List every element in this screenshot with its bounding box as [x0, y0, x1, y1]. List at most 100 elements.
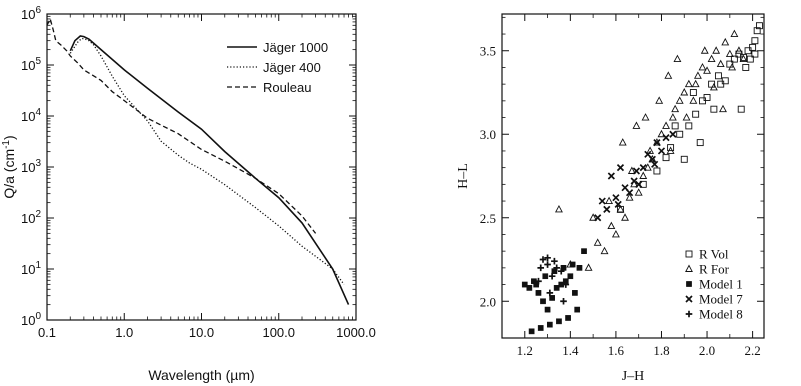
data-point [537, 264, 545, 272]
scatter-series-1 [617, 22, 763, 213]
legend-marker-1 [685, 250, 693, 258]
right-x-tick-label: 1.8 [653, 343, 669, 358]
right-ticks: 1.2 1.4 1.6 1.8 2.0 2.2 2.0 2.5 3.0 3.5 [480, 14, 764, 358]
series-line-2 [69, 37, 345, 285]
data-point [714, 72, 722, 80]
data-point [671, 104, 680, 113]
data-point [535, 290, 542, 296]
data-point [667, 144, 675, 152]
data-point [600, 246, 609, 255]
data-point [669, 130, 677, 138]
x-tick-label: 1000.0 [336, 325, 376, 340]
data-point [542, 273, 549, 280]
left-legend: Jäger 1000 Jäger 400 Rouleau [227, 40, 328, 95]
data-point [653, 167, 661, 175]
data-point [716, 59, 725, 68]
legend-marker-3 [686, 281, 692, 287]
data-point [537, 325, 544, 331]
right-series-group [521, 22, 763, 335]
legend-label-2: Jäger 400 [263, 60, 321, 75]
data-point [611, 229, 620, 238]
left-series-group [46, 17, 350, 305]
x-axis-label: Wavelength (µm) [148, 367, 254, 383]
data-point [751, 50, 759, 58]
right-x-tick-label: 2.2 [744, 343, 760, 358]
data-point [719, 104, 727, 113]
data-point [668, 113, 677, 121]
data-point [717, 80, 725, 88]
data-point [740, 53, 747, 61]
data-point [598, 197, 606, 205]
data-point [625, 193, 634, 201]
y-tick-label: 102 [21, 209, 41, 226]
data-point [639, 164, 647, 172]
data-point [576, 265, 583, 271]
data-point [685, 122, 693, 130]
data-point [562, 281, 570, 288]
data-point [616, 204, 625, 213]
data-point [639, 171, 648, 179]
data-point [712, 46, 721, 54]
x-tick-label: 10.0 [189, 325, 214, 340]
data-point [680, 155, 688, 163]
right-legend-label-5: Model 8 [699, 307, 743, 322]
series-line-3 [46, 17, 317, 234]
wavelength-chart: 0.1 1.0 10.0 100.0 1000.0 100 101 102 103 104 105 1… [1, 5, 376, 383]
data-point [627, 166, 636, 174]
data-point [594, 214, 602, 222]
data-point [710, 105, 718, 113]
right-y-tick-label: 3.0 [480, 127, 496, 142]
data-point [749, 43, 757, 51]
data-point [614, 200, 622, 208]
data-point [703, 66, 711, 74]
data-point [569, 261, 576, 268]
data-point [548, 272, 556, 280]
scatter-series-5 [535, 254, 570, 305]
x-tick-label: 0.1 [38, 325, 56, 340]
data-point [546, 321, 553, 328]
y-tick-label: 104 [21, 107, 41, 124]
data-point [632, 167, 641, 175]
legend-marker-2 [685, 264, 693, 272]
data-point [671, 122, 679, 130]
data-point [673, 54, 682, 63]
data-point [544, 306, 551, 313]
data-point [689, 96, 698, 104]
legend-label-1: Jäger 1000 [263, 40, 328, 55]
data-point [521, 281, 528, 288]
data-point [662, 121, 670, 129]
data-point [574, 306, 581, 313]
data-point [544, 254, 551, 262]
data-point [662, 133, 670, 142]
data-point [540, 298, 546, 305]
y-tick-label: 101 [21, 260, 41, 277]
data-point [635, 180, 643, 188]
data-point [565, 315, 571, 321]
data-point [721, 37, 730, 46]
data-point [544, 261, 551, 268]
data-point [634, 188, 643, 196]
data-point [616, 164, 625, 172]
data-point [560, 297, 567, 305]
data-point [556, 318, 562, 325]
data-point [676, 130, 684, 138]
x-tick-label: 100.0 [262, 325, 295, 340]
y-tick-label: 106 [21, 5, 41, 22]
data-point [726, 60, 734, 68]
right-legend-label-1: R Vol [699, 247, 729, 262]
data-point [632, 121, 641, 129]
data-point [734, 46, 743, 54]
right-x-tick-label: 1.2 [517, 343, 533, 358]
right-y-tick-label: 2.5 [480, 211, 496, 226]
data-point [641, 113, 650, 121]
scatter-series-2 [555, 29, 748, 271]
data-point [691, 79, 700, 88]
data-point [728, 62, 737, 71]
data-point [655, 96, 664, 104]
data-point [593, 238, 602, 246]
data-point [551, 257, 558, 265]
scatter-series-4 [594, 130, 677, 222]
right-plot-frame [501, 13, 765, 339]
data-point [546, 289, 554, 297]
